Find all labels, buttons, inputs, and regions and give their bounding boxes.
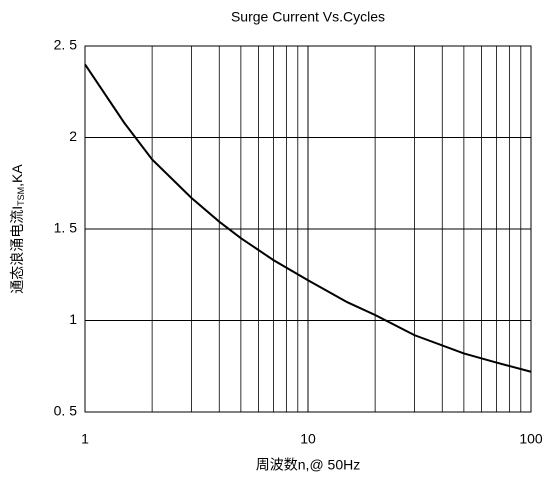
y-tick-label: 0. 5 (54, 403, 78, 419)
chart-title: Surge Current Vs.Cycles (231, 9, 385, 25)
y-tick-label: 2. 5 (54, 37, 78, 53)
y-axis-label-main: 通态浪涌电流I (9, 206, 25, 294)
y-axis-label-suffix: ,KA (9, 164, 25, 187)
plot-frame (84, 45, 532, 413)
x-tick-label: 1 (81, 431, 89, 447)
y-tick-label: 1. 5 (54, 220, 78, 236)
y-tick-label: 1 (69, 311, 77, 327)
x-axis-label: 周波数n,@ 50Hz (256, 457, 360, 473)
y-axis-label: 通态浪涌电流ITSM,KA (9, 164, 27, 294)
x-tick-label: 100 (519, 431, 543, 447)
y-axis-label-sub: TSM (16, 187, 26, 206)
x-tick-label: 10 (300, 431, 316, 447)
y-tick-label: 2 (69, 128, 77, 144)
line (84, 63, 532, 373)
